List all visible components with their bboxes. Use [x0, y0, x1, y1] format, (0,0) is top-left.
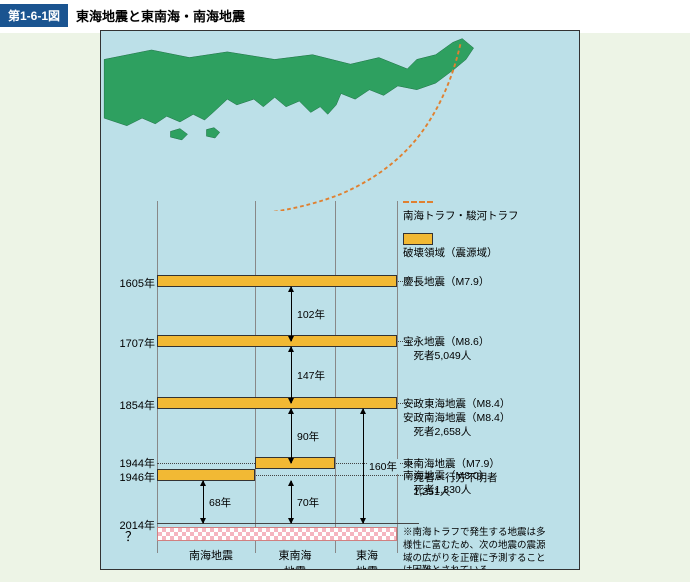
rupture-bar: [157, 469, 255, 481]
interval-label: 102年: [295, 307, 327, 322]
year-label: 1707年: [103, 335, 155, 351]
gridline: [335, 201, 336, 553]
interval-arrow: [291, 287, 292, 341]
interval-label: 147年: [295, 368, 327, 383]
trough-dash-icon: [403, 201, 433, 203]
rupture-bar: [255, 457, 335, 469]
rupture-bar: [157, 275, 397, 287]
year-label: 1946年: [103, 469, 155, 485]
interval-arrow: [363, 409, 364, 523]
axis-nankai: 南海地震: [171, 547, 251, 563]
figure-number-badge: 第1-6-1図: [0, 4, 68, 27]
chart-area: 南海トラフ・駿河トラフ 破壊領域（震源域） 1605年 慶長地震（M7.9） 170…: [100, 30, 580, 570]
gridline: [157, 201, 158, 553]
interval-arrow: [203, 481, 204, 523]
footnote: ※南海トラフで発生する地震は多様性に富むため、次の地震の震源域の広がりを正確に予…: [403, 527, 553, 570]
interval-label: 160年: [367, 459, 399, 474]
year-label: 1854年: [103, 397, 155, 413]
axis-tonankai: 東南海 地震: [259, 547, 331, 570]
year-label: 1605年: [103, 275, 155, 291]
figure-title: 東海地震と東南海・南海地震: [76, 6, 245, 25]
interval-arrow: [291, 481, 292, 523]
event-label: 安政東海地震（M8.4） 安政南海地震（M8.4） 死者2,658人: [403, 397, 510, 440]
legend-rupture: 破壊領域（震源域）: [403, 233, 498, 260]
legend-trough: 南海トラフ・駿河トラフ: [403, 196, 519, 223]
interval-label: 90年: [295, 429, 321, 444]
question-mark: ？: [125, 526, 138, 545]
figure-header: 第1-6-1図 東海地震と東南海・南海地震: [0, 0, 690, 33]
interval-arrow: [291, 409, 292, 463]
gridline: [255, 201, 256, 553]
axis-tokai: 東海 地震: [339, 547, 395, 570]
japan-map: [101, 31, 580, 211]
rupture-swatch-icon: [403, 233, 433, 245]
event-label: 慶長地震（M7.9）: [403, 275, 489, 289]
interval-label: 68年: [207, 495, 233, 510]
rupture-bar: [157, 335, 397, 347]
interval-label: 70年: [295, 495, 321, 510]
uncertain-band: [157, 527, 397, 541]
gridline: [397, 201, 398, 553]
legend-rupture-label: 破壊領域（震源域）: [403, 247, 498, 259]
legend-trough-label: 南海トラフ・駿河トラフ: [403, 210, 519, 222]
interval-arrow: [291, 347, 292, 403]
event-label: 南海地震（M8.0） 死者1,330人: [403, 469, 489, 497]
event-label: 宝永地震（M8.6） 死者5,049人: [403, 335, 489, 363]
